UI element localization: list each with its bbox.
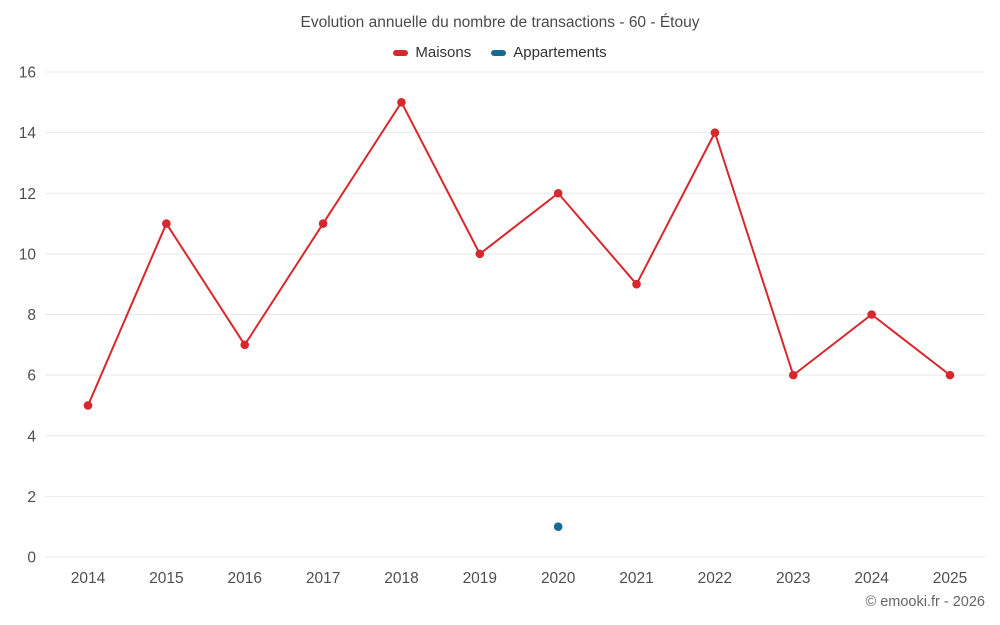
data-point-maisons[interactable] <box>867 310 876 319</box>
maisons-legend-swatch-icon <box>393 49 409 56</box>
data-point-appartements[interactable] <box>553 522 563 531</box>
y-tick-label: 2 <box>27 489 36 506</box>
x-tick-label: 2022 <box>698 570 732 587</box>
x-tick-label: 2015 <box>149 570 183 587</box>
y-tick-label: 16 <box>19 65 36 82</box>
data-point-maisons[interactable] <box>710 128 720 137</box>
footer-credit: © emooki.fr - 2026 <box>865 594 985 610</box>
x-tick-label: 2021 <box>619 570 653 587</box>
y-tick-label: 12 <box>19 186 36 203</box>
y-tick-label: 14 <box>19 125 37 142</box>
legend-item-maisons[interactable]: Maisons <box>393 44 471 61</box>
data-point-maisons[interactable] <box>318 219 328 228</box>
x-tick-label: 2023 <box>776 570 810 587</box>
series-line-maisons <box>87 101 951 407</box>
x-tick-label: 2017 <box>306 570 340 587</box>
x-tick-label: 2019 <box>463 570 497 587</box>
appartements-legend-swatch-icon <box>491 49 507 56</box>
data-point-maisons[interactable] <box>632 279 641 289</box>
x-tick-label: 2024 <box>854 570 889 587</box>
data-point-maisons[interactable] <box>397 98 406 107</box>
x-tick-label: 2018 <box>384 570 418 587</box>
x-tick-label: 2016 <box>227 570 261 587</box>
data-point-maisons[interactable] <box>162 219 171 228</box>
y-tick-label: 4 <box>27 428 36 445</box>
y-tick-label: 6 <box>27 368 36 385</box>
x-tick-label: 2025 <box>933 570 967 587</box>
data-point-maisons[interactable] <box>475 249 485 259</box>
legend-label-appartements: Appartements <box>513 44 607 61</box>
legend-label-maisons: Maisons <box>415 44 472 61</box>
x-tick-label: 2014 <box>71 570 106 587</box>
y-tick-label: 10 <box>19 246 37 263</box>
data-point-maisons[interactable] <box>553 188 563 198</box>
y-tick-label: 8 <box>27 307 36 324</box>
y-tick-label: 0 <box>27 550 36 567</box>
x-tick-label: 2020 <box>541 570 576 587</box>
chart-legend: Maisons Appartements <box>0 44 1000 61</box>
chart-title: Evolution annuelle du nombre de transact… <box>300 14 700 31</box>
data-point-maisons[interactable] <box>788 370 798 380</box>
data-point-maisons[interactable] <box>83 401 93 410</box>
data-point-maisons[interactable] <box>945 370 955 380</box>
data-point-maisons[interactable] <box>240 340 250 350</box>
legend-item-appartements[interactable]: Appartements <box>491 44 607 61</box>
